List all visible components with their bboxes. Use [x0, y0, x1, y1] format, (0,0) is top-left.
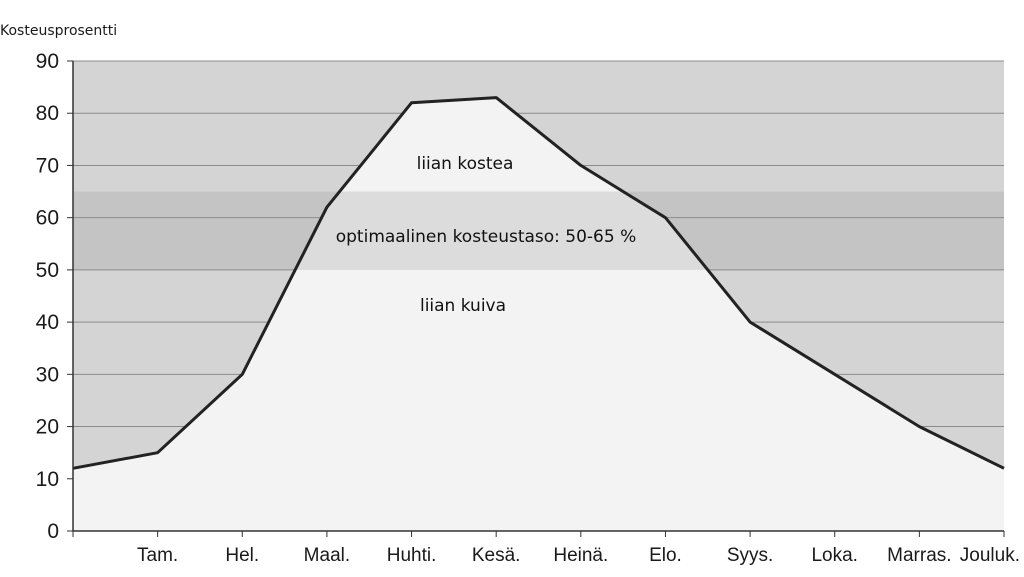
y-tick-label: 30	[36, 363, 59, 386]
y-tick-label: 40	[36, 311, 59, 334]
y-tick-label: 60	[36, 207, 59, 230]
x-tick-label: Jouluk.	[960, 545, 1020, 566]
y-tick-label: 50	[36, 259, 59, 282]
x-tick-label: Elo.	[649, 545, 682, 566]
x-tick-label: Loka.	[811, 545, 857, 566]
y-tick-label: 20	[36, 416, 59, 439]
humidity-area	[73, 97, 1004, 531]
x-tick-label: Heinä.	[553, 545, 608, 566]
annotation-too-dry: liian kuiva	[420, 296, 506, 316]
humidity-line	[72, 96, 1005, 470]
y-tick-labels: 0 10 20 30 40 50 60 70 80 90	[36, 50, 59, 543]
y-tick-label: 70	[36, 154, 59, 177]
y-tick-label: 0	[47, 520, 59, 543]
axes	[67, 60, 1005, 537]
x-tick-label: Kesä.	[472, 545, 521, 566]
x-tick-label: Maal.	[304, 545, 350, 566]
x-tick-label: Tam.	[137, 545, 178, 566]
y-tick-label: 90	[36, 50, 59, 73]
x-tick-label: Hel.	[225, 545, 259, 566]
y-axis-title: Kosteusprosentti	[0, 23, 117, 39]
annotation-optimal: optimaalinen kosteustaso: 50-65 %	[336, 227, 637, 247]
y-tick-label: 10	[36, 468, 59, 491]
x-tick-labels: Tam. Hel. Maal. Huhti. Kesä. Heinä. Elo. Syys. L…	[137, 545, 1020, 566]
y-tick-label: 80	[36, 102, 59, 125]
x-tick-label: Marras.	[887, 545, 951, 566]
x-tick-label: Syys.	[727, 545, 773, 566]
x-tick-label: Huhti.	[387, 545, 437, 566]
annotation-too-humid: liian kostea	[417, 154, 514, 174]
